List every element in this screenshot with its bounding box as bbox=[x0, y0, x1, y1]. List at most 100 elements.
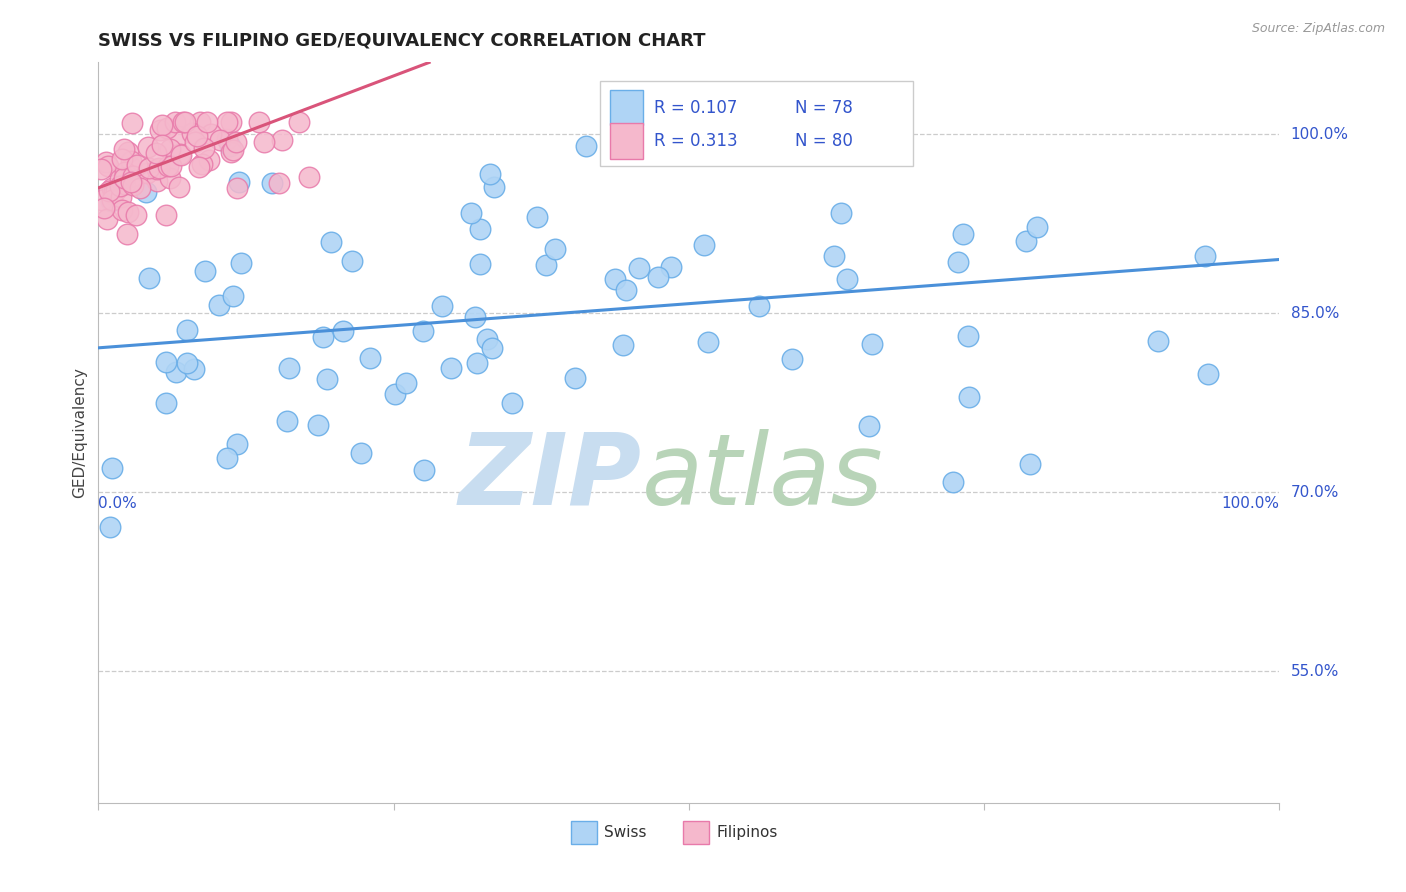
Point bbox=[97, 184, 120, 198]
Point bbox=[1019, 457, 1042, 471]
Point bbox=[125, 208, 148, 222]
Point bbox=[188, 160, 211, 174]
Point bbox=[860, 336, 883, 351]
Point bbox=[270, 133, 292, 147]
Point bbox=[247, 115, 270, 129]
Point bbox=[163, 115, 186, 129]
Point bbox=[120, 160, 142, 174]
Point bbox=[647, 270, 669, 285]
Point bbox=[748, 299, 770, 313]
Point bbox=[152, 118, 174, 132]
Point bbox=[91, 193, 114, 207]
Point bbox=[120, 154, 142, 169]
Point bbox=[229, 255, 252, 269]
Point bbox=[1194, 249, 1216, 263]
Point bbox=[117, 204, 139, 219]
Point bbox=[219, 115, 242, 129]
Point bbox=[307, 418, 329, 433]
Point bbox=[413, 463, 436, 477]
Point bbox=[117, 145, 139, 160]
Point bbox=[312, 329, 335, 343]
Point bbox=[112, 170, 135, 185]
FancyBboxPatch shape bbox=[571, 822, 596, 844]
Point bbox=[96, 211, 118, 226]
Point bbox=[228, 175, 250, 189]
Point bbox=[160, 159, 183, 173]
Point bbox=[432, 299, 454, 313]
Point bbox=[105, 183, 128, 197]
Point bbox=[98, 520, 121, 534]
Text: ZIP: ZIP bbox=[458, 428, 641, 525]
Point bbox=[696, 334, 718, 349]
Point bbox=[169, 146, 191, 161]
Point bbox=[215, 115, 238, 129]
Point bbox=[464, 310, 486, 325]
Text: Source: ZipAtlas.com: Source: ZipAtlas.com bbox=[1251, 22, 1385, 36]
Point bbox=[298, 169, 321, 184]
Point bbox=[948, 255, 970, 269]
Point bbox=[138, 270, 160, 285]
FancyBboxPatch shape bbox=[610, 123, 643, 159]
Point bbox=[198, 153, 221, 167]
Text: N = 78: N = 78 bbox=[796, 99, 853, 117]
Point bbox=[225, 437, 247, 451]
Point bbox=[94, 154, 117, 169]
Point bbox=[350, 446, 373, 460]
Text: N = 80: N = 80 bbox=[796, 132, 853, 150]
Point bbox=[614, 283, 637, 297]
Point bbox=[136, 140, 159, 154]
Point bbox=[121, 116, 143, 130]
Point bbox=[149, 122, 172, 136]
Text: 100.0%: 100.0% bbox=[1222, 496, 1279, 510]
Point bbox=[359, 351, 381, 365]
Text: 0.0%: 0.0% bbox=[98, 496, 138, 510]
Point bbox=[544, 242, 567, 256]
Point bbox=[482, 179, 505, 194]
Point bbox=[693, 238, 716, 252]
FancyBboxPatch shape bbox=[600, 81, 914, 166]
Point bbox=[858, 418, 880, 433]
Text: R = 0.107: R = 0.107 bbox=[654, 99, 737, 117]
Point bbox=[661, 260, 683, 274]
Point bbox=[287, 115, 309, 129]
Point bbox=[1197, 368, 1219, 382]
Point bbox=[159, 171, 181, 186]
Point bbox=[90, 162, 112, 177]
Point bbox=[481, 341, 503, 355]
Point bbox=[384, 387, 406, 401]
Point bbox=[217, 132, 239, 146]
Point bbox=[110, 190, 132, 204]
Point bbox=[129, 180, 152, 194]
Point bbox=[468, 221, 491, 235]
Point bbox=[221, 145, 243, 160]
Text: atlas: atlas bbox=[641, 428, 883, 525]
Point bbox=[155, 208, 177, 222]
Point bbox=[181, 127, 204, 141]
Point bbox=[340, 254, 363, 268]
FancyBboxPatch shape bbox=[610, 90, 643, 126]
Point bbox=[156, 120, 179, 135]
Point bbox=[108, 179, 131, 194]
Point bbox=[165, 366, 187, 380]
Point bbox=[225, 181, 247, 195]
Point bbox=[101, 193, 124, 207]
Point bbox=[1015, 234, 1038, 248]
Point bbox=[627, 260, 650, 275]
Point bbox=[117, 227, 139, 241]
Point bbox=[150, 137, 173, 152]
Point bbox=[208, 298, 231, 312]
Point bbox=[173, 115, 195, 129]
Point bbox=[260, 176, 283, 190]
Point bbox=[167, 128, 190, 143]
Text: 85.0%: 85.0% bbox=[1291, 306, 1339, 321]
Point bbox=[439, 361, 461, 376]
Point bbox=[195, 115, 218, 129]
Point bbox=[780, 351, 803, 366]
Point bbox=[191, 157, 214, 171]
Point bbox=[957, 390, 980, 404]
Text: R = 0.313: R = 0.313 bbox=[654, 132, 737, 150]
Point bbox=[186, 128, 208, 143]
Point bbox=[170, 147, 193, 161]
Point bbox=[176, 356, 198, 370]
Point bbox=[219, 139, 242, 153]
